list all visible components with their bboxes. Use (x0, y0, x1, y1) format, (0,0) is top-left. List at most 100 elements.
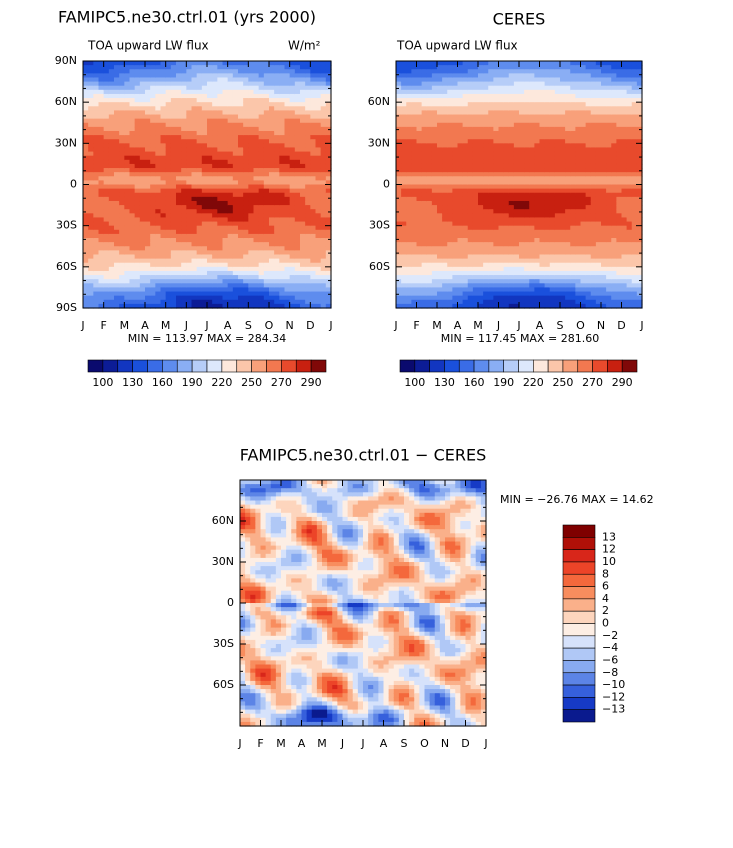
field-cell (305, 69, 311, 74)
field-cell (498, 275, 505, 280)
field-cell (93, 275, 100, 280)
field-cell (294, 188, 301, 194)
field-cell (284, 85, 291, 91)
field-cell (88, 143, 94, 149)
field-cell (134, 159, 141, 165)
field-cell (232, 262, 239, 268)
field-cell (431, 299, 438, 305)
field-cell (452, 233, 459, 239)
field-cell (160, 184, 167, 190)
field-cell (300, 196, 306, 202)
field-cell (129, 279, 136, 284)
field-cell (139, 283, 146, 289)
field-cell (300, 205, 306, 210)
field-cell (201, 73, 208, 79)
field-cell (320, 217, 327, 223)
field-cell (98, 106, 105, 111)
field-cell (524, 258, 530, 264)
field-cell (222, 299, 229, 305)
field-cell (401, 275, 407, 280)
field-cell (421, 213, 428, 219)
field-cell (513, 77, 520, 83)
field-cell (103, 81, 110, 87)
field-cell (176, 270, 182, 276)
field-cell (437, 110, 443, 116)
field-cell (274, 81, 280, 87)
field-cell (406, 213, 412, 219)
field-cell (139, 242, 146, 247)
field-cell (83, 110, 89, 116)
field-cell (416, 168, 423, 173)
field-cell (483, 81, 489, 87)
field-cell (442, 176, 448, 181)
field-cell (452, 65, 459, 70)
field-cell (114, 176, 120, 181)
field-cell (114, 192, 120, 198)
field-cell (98, 279, 105, 284)
field-cell (452, 61, 459, 66)
field-cell (191, 192, 198, 198)
field-cell (274, 196, 280, 202)
field-cell (426, 106, 433, 111)
field-cell (493, 225, 500, 231)
field-cell (279, 217, 286, 223)
field-cell (212, 176, 218, 181)
field-cell (305, 139, 311, 144)
field-cell (207, 114, 213, 120)
field-cell (279, 291, 286, 297)
field-cell (279, 266, 286, 272)
field-cell (447, 114, 453, 120)
field-cell (544, 238, 551, 243)
field-cell (176, 61, 182, 66)
field-cell (269, 110, 275, 116)
field-cell (544, 192, 551, 198)
field-cell (452, 246, 459, 251)
field-cell (243, 225, 249, 231)
field-cell (134, 233, 141, 239)
field-cell (478, 102, 484, 107)
field-cell (406, 303, 412, 309)
field-cell (258, 205, 265, 210)
field-cell (186, 287, 193, 293)
field-cell (519, 188, 525, 194)
field-cell (467, 102, 474, 107)
field-cell (248, 299, 255, 305)
field-cell (401, 233, 407, 239)
field-cell (472, 283, 479, 289)
field-cell (108, 168, 115, 173)
field-cell (498, 266, 505, 272)
field-cell (222, 147, 229, 153)
field-cell (519, 242, 525, 247)
field-cell (467, 61, 474, 66)
field-cell (243, 295, 249, 301)
field-cell (191, 172, 198, 177)
field-cell (165, 270, 172, 276)
field-cell (124, 118, 131, 124)
field-cell (467, 130, 474, 136)
field-cell (442, 200, 448, 206)
field-cell (124, 159, 131, 165)
field-cell (411, 110, 418, 116)
field-cell (181, 196, 187, 202)
field-cell (539, 192, 546, 198)
field-cell (305, 242, 311, 247)
field-cell (457, 225, 464, 231)
field-cell (508, 258, 515, 264)
field-cell (396, 89, 402, 95)
field-cell (421, 85, 428, 91)
field-cell (396, 139, 402, 144)
field-cell (411, 114, 418, 120)
field-cell (222, 225, 229, 231)
field-cell (119, 93, 125, 99)
field-cell (139, 151, 146, 157)
field-cell (508, 200, 515, 206)
field-cell (289, 122, 296, 128)
field-cell (258, 196, 265, 202)
field-cell (503, 147, 510, 153)
field-cell (129, 283, 136, 289)
field-cell (325, 77, 332, 83)
field-cell (294, 172, 301, 177)
field-cell (519, 139, 525, 144)
field-cell (170, 89, 177, 95)
field-cell (539, 262, 546, 268)
